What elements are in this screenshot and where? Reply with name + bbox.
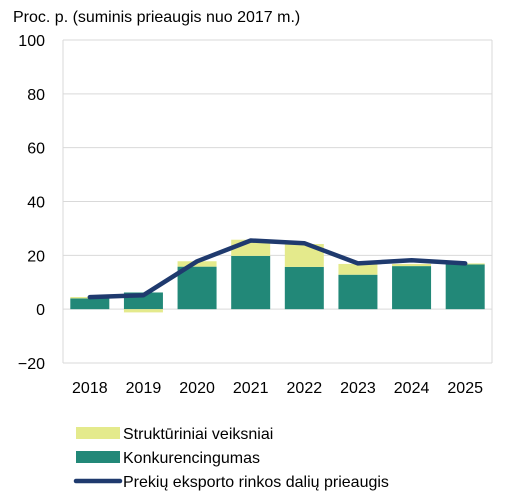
legend-konkurencingumas-swatch	[76, 451, 120, 463]
line-prekiu-eksporto	[87, 238, 468, 300]
line-series	[87, 238, 468, 300]
y-tick-label: 0	[36, 302, 45, 319]
x-tick-label: 2018	[72, 380, 108, 397]
bar-konkurencingumas	[177, 266, 217, 310]
y-tick-label: −20	[18, 356, 45, 373]
y-tick-label: 20	[27, 248, 45, 265]
legend-prekiu-eksporto-label: Prekių eksporto rinkos dalių prieaugis	[123, 474, 389, 491]
bar-konkurencingumas	[392, 266, 432, 310]
bar-strukturiniai-veiksniai	[338, 263, 378, 275]
bar-strukturiniai-veiksniai	[284, 244, 324, 267]
unit-label: Proc. p. (suminis prieaugis nuo 2017 m.)	[13, 9, 300, 26]
y-tick-label: 80	[27, 87, 45, 104]
bar-strukturiniai-veiksniai	[123, 309, 163, 313]
legend-strukturiniai-veiksniai-swatch	[76, 427, 120, 439]
y-tick-label: 40	[27, 195, 45, 212]
bar-strukturiniai-veiksniai	[392, 263, 432, 267]
bar-konkurencingumas	[70, 298, 110, 310]
x-tick-label: 2022	[287, 380, 323, 397]
legend: Struktūriniai veiksniai Konkurencingumas P…	[73, 426, 389, 491]
x-tick-label: 2025	[447, 380, 483, 397]
y-tick-label: 100	[18, 33, 45, 50]
bar-konkurencingumas	[284, 266, 324, 310]
legend-strukturiniai-veiksniai-label: Struktūriniai veiksniai	[123, 426, 273, 443]
x-tick-label: 2023	[340, 380, 376, 397]
bar-konkurencingumas	[338, 274, 378, 310]
x-tick-label: 2020	[179, 380, 215, 397]
y-tick-label: 60	[27, 141, 45, 158]
x-axis-ticks: 2018 2019 2020 2021 2022 2023 2024 2025	[72, 380, 483, 397]
x-tick-label: 2021	[233, 380, 269, 397]
bar-konkurencingumas	[445, 264, 485, 310]
bar-konkurencingumas	[231, 255, 271, 310]
legend-konkurencingumas-label: Konkurencingumas	[123, 450, 260, 467]
x-tick-label: 2019	[126, 380, 162, 397]
bars	[70, 239, 485, 313]
y-axis-ticks: −20 0 20 40 60 80 100	[18, 33, 45, 373]
x-tick-label: 2024	[394, 380, 430, 397]
grid	[62, 39, 493, 364]
